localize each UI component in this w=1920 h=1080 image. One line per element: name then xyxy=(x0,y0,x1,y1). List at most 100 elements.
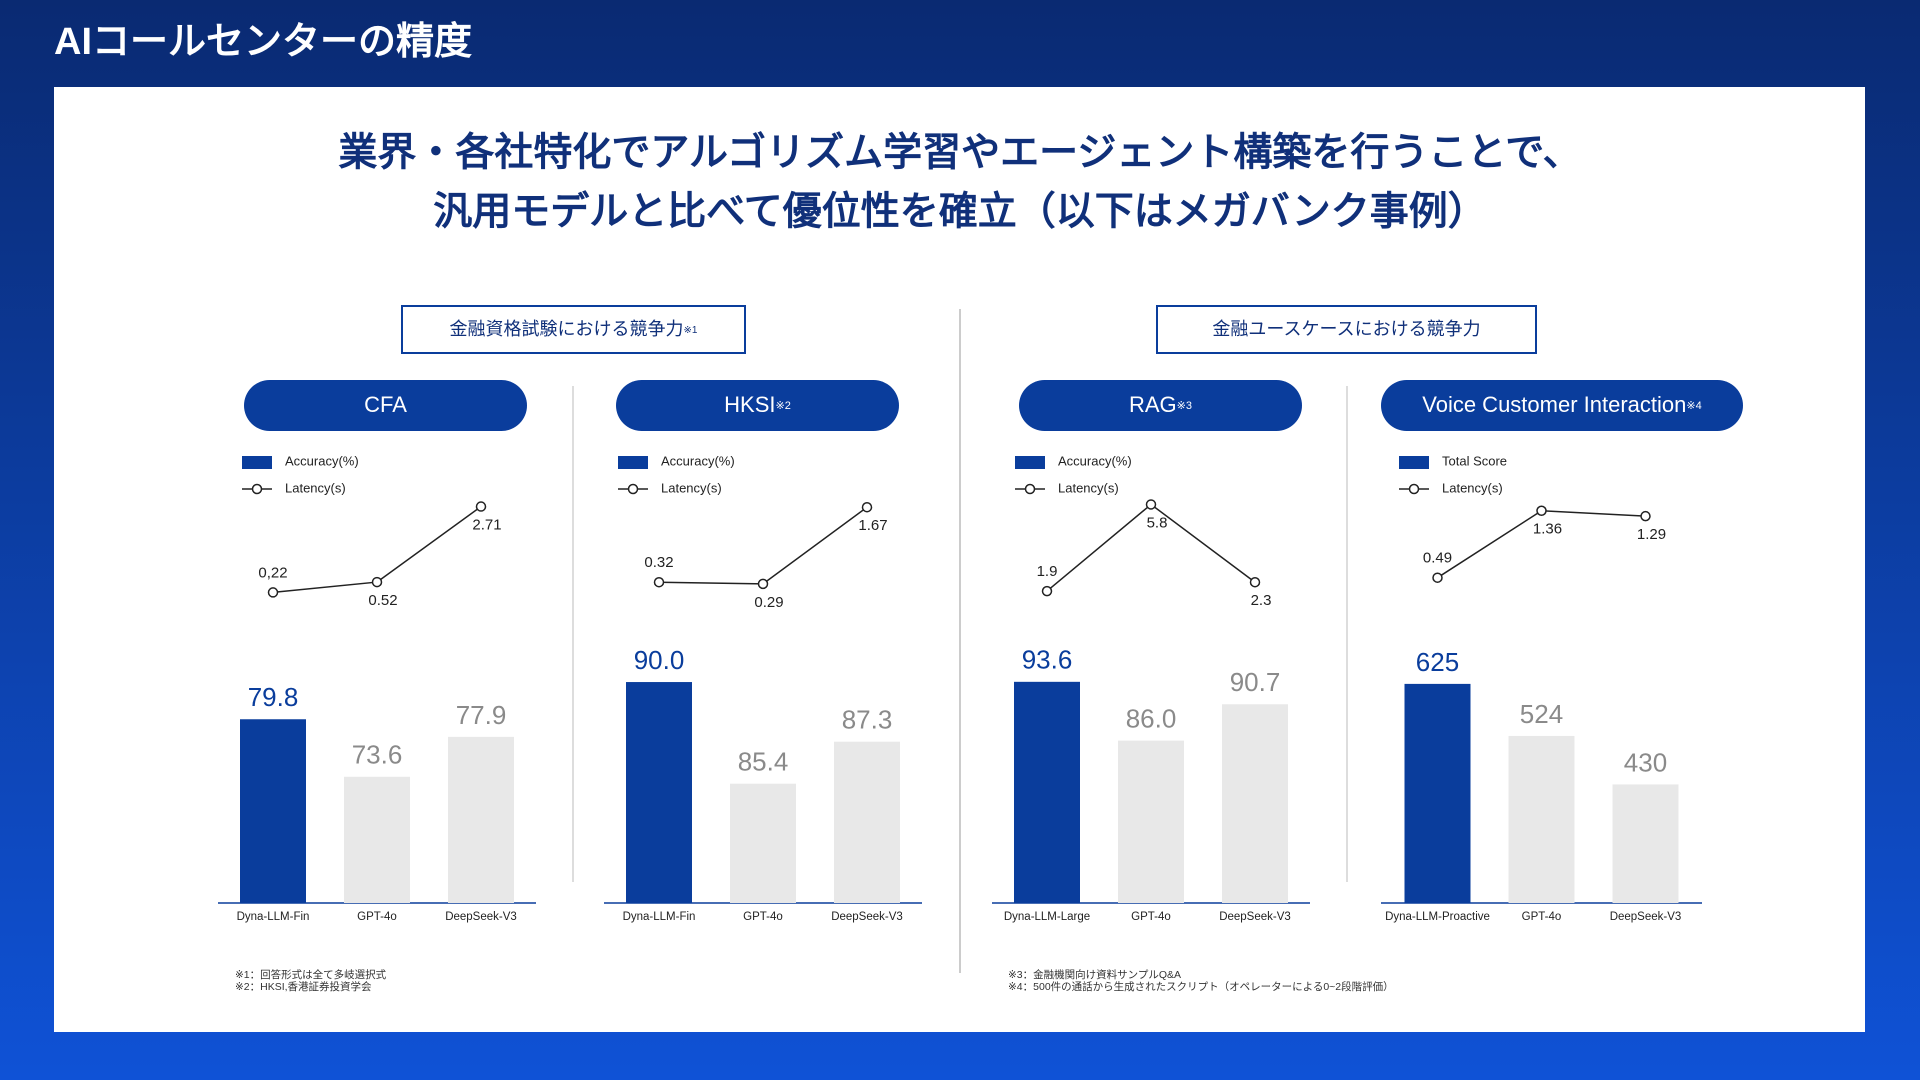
value-label: 85.4 xyxy=(738,747,789,777)
chart-title: HKSI※2 xyxy=(724,392,791,417)
line-value-label: 1.29 xyxy=(1637,526,1666,543)
bar xyxy=(834,741,900,903)
value-label: 93.6 xyxy=(1022,645,1073,675)
value-label: 86.0 xyxy=(1126,703,1177,733)
legend-marker xyxy=(1408,483,1420,495)
line-marker xyxy=(475,501,487,512)
x-tick-label: DeepSeek-V3 xyxy=(831,911,903,923)
line-value-label: 2.3 xyxy=(1251,592,1272,609)
section-box xyxy=(401,305,746,354)
x-tick-label: DeepSeek-V3 xyxy=(1610,911,1682,923)
bar xyxy=(1222,704,1288,903)
chart-title-text: Voice Customer Interaction xyxy=(1422,392,1686,417)
chart-title: Voice Customer Interaction※4 xyxy=(1422,392,1701,417)
line-value-label: 0.29 xyxy=(754,594,783,611)
legend-label: Latency(s) xyxy=(1058,480,1119,495)
value-label: 77.9 xyxy=(456,700,507,730)
x-tick-label: Dyna-LLM-Proactive xyxy=(1385,911,1490,923)
line-value-label: 1.36 xyxy=(1533,521,1562,538)
legend-swatch xyxy=(1399,456,1429,469)
x-tick-label: DeepSeek-V3 xyxy=(1219,911,1291,923)
value-label: 90.7 xyxy=(1230,667,1281,697)
bar xyxy=(448,736,514,903)
line-marker xyxy=(653,576,665,588)
bar xyxy=(1404,683,1471,903)
chart-title-pill xyxy=(1019,380,1302,431)
chart-title-text: RAG xyxy=(1129,392,1177,417)
chart-title-note: ※4 xyxy=(1686,400,1701,412)
legend-marker xyxy=(627,483,639,495)
legend-label: Total Score xyxy=(1442,453,1507,468)
value-label: 430 xyxy=(1624,747,1667,777)
chart-title-text: HKSI xyxy=(724,392,775,417)
value-label: 73.6 xyxy=(352,740,403,770)
chart-title-note: ※2 xyxy=(776,400,791,412)
value-label: 90.0 xyxy=(634,645,685,675)
line-marker xyxy=(861,501,873,513)
line-value-label: 1.67 xyxy=(858,517,887,534)
section-label-text: 金融資格試験における競争力 xyxy=(450,319,684,339)
bar xyxy=(626,682,692,903)
page-title: AIコールセンターの精度 xyxy=(54,21,472,63)
line-value-label: 2.71 xyxy=(472,517,501,534)
bar xyxy=(1508,735,1575,903)
section-label: 金融ユースケースにおける競争力 xyxy=(1212,319,1480,339)
line-marker xyxy=(267,587,279,598)
legend-label: Latency(s) xyxy=(661,480,722,495)
legend-label: Accuracy(%) xyxy=(1058,453,1132,468)
bar xyxy=(344,776,410,903)
section-label: 金融資格試験における競争力※1 xyxy=(450,319,698,339)
bar xyxy=(1118,740,1184,903)
chart-title-note: ※3 xyxy=(1177,400,1192,412)
line-value-label: 0.32 xyxy=(644,554,673,571)
line-value-label: 1.9 xyxy=(1037,563,1058,580)
line-marker xyxy=(1145,499,1157,510)
x-tick-label: Dyna-LLM-Fin xyxy=(623,911,696,923)
legend-marker xyxy=(251,483,263,495)
line-marker xyxy=(1640,510,1651,522)
legend-label: Latency(s) xyxy=(285,480,346,495)
legend-swatch xyxy=(1015,456,1045,469)
value-label: 87.3 xyxy=(842,705,893,735)
section-box xyxy=(1156,305,1537,354)
x-tick-label: DeepSeek-V3 xyxy=(445,911,517,923)
legend-swatch xyxy=(618,456,648,469)
footnote: ※3：金融機関向け資料サンプルQ&A xyxy=(1008,968,1181,981)
line-marker xyxy=(1249,576,1261,588)
x-tick-label: Dyna-LLM-Fin xyxy=(237,911,310,923)
value-label: 79.8 xyxy=(248,682,299,712)
chart-title: RAG※3 xyxy=(1129,392,1192,417)
section-label-text: 金融ユースケースにおける競争力 xyxy=(1212,319,1480,339)
section-note: ※1 xyxy=(684,325,698,336)
line-value-label: 0,22 xyxy=(258,564,287,581)
line-marker xyxy=(757,578,769,590)
line-value-label: 0.52 xyxy=(368,592,397,609)
bar xyxy=(1612,784,1679,903)
legend-label: Accuracy(%) xyxy=(285,453,359,468)
line-value-label: 0.49 xyxy=(1423,550,1452,567)
line-marker xyxy=(371,576,383,588)
bar xyxy=(240,719,306,903)
line-value-label: 5.8 xyxy=(1147,514,1168,531)
legend-marker xyxy=(1024,483,1036,495)
bar xyxy=(730,783,796,903)
line-marker xyxy=(1536,505,1547,517)
headline: 汎用モデルと比べて優位性を確立（以下はメガバンク事例） xyxy=(433,189,1486,233)
footnote: ※2：HKSI,香港証券投資学会 xyxy=(235,980,372,993)
headline: 業界・各社特化でアルゴリズム学習やエージェント構築を行うことで、 xyxy=(338,130,1581,174)
bar xyxy=(1014,681,1080,903)
x-tick-label: GPT-4o xyxy=(1131,911,1171,923)
chart-title-pill xyxy=(616,380,899,431)
footnote: ※1：回答形式は全て多岐選択式 xyxy=(235,968,387,981)
legend-swatch xyxy=(242,456,272,469)
chart-title-pill xyxy=(244,380,527,431)
x-tick-label: GPT-4o xyxy=(357,911,397,923)
value-label: 524 xyxy=(1520,699,1563,729)
value-label: 625 xyxy=(1416,647,1459,677)
chart-title: CFA xyxy=(364,392,407,417)
chart-title-pill xyxy=(1381,380,1743,431)
footnote: ※4：500件の通話から生成されたスクリプト（オペレーターによる0~2段階評価） xyxy=(1008,980,1394,993)
legend-label: Accuracy(%) xyxy=(661,453,735,468)
